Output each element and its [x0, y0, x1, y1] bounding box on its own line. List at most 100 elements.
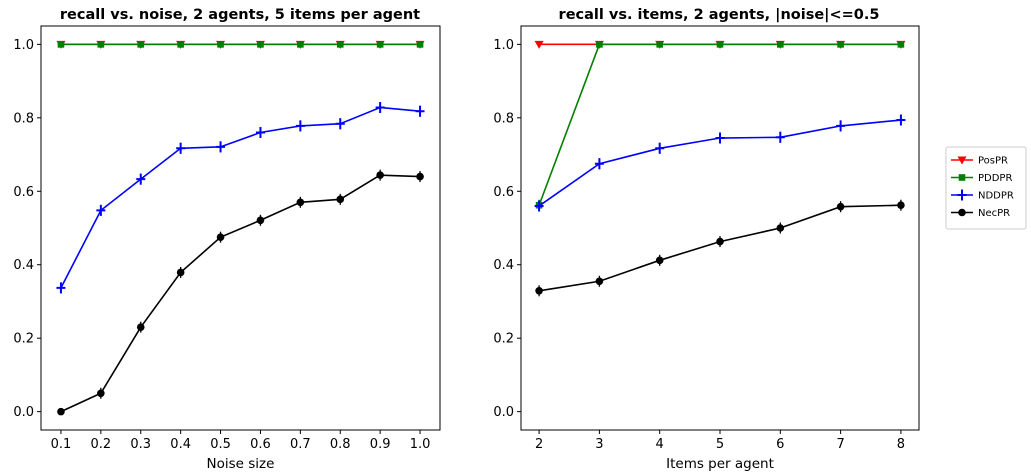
data-point-necpr — [97, 389, 105, 398]
x-tick-label: 0.2 — [91, 437, 112, 452]
data-point-nddpr — [96, 204, 106, 216]
x-tick-label: 7 — [836, 437, 844, 452]
y-tick-label: 0.2 — [13, 332, 34, 347]
data-point-pddpr — [97, 41, 105, 48]
data-point-necpr — [256, 216, 265, 225]
data-point-pddpr — [336, 41, 344, 48]
data-point-necpr — [296, 198, 305, 207]
legend-marker-pospr — [957, 156, 967, 165]
legend-item-nddpr: NDDPR — [951, 189, 1014, 202]
data-point-nddpr — [715, 132, 725, 144]
data-point-nddpr — [534, 200, 544, 212]
data-point-nddpr — [56, 282, 66, 294]
y-tick-label: 0.8 — [13, 111, 34, 126]
x-tick-label: 0.7 — [290, 437, 311, 452]
x-tick-label: 0.4 — [170, 437, 191, 452]
data-point-necpr — [416, 172, 424, 181]
chart-title: recall vs. noise, 2 agents, 5 items per … — [60, 7, 420, 23]
data-point-nddpr — [655, 142, 665, 154]
y-tick-label: 0.6 — [493, 185, 514, 200]
series-pddpr — [535, 41, 905, 211]
data-point-nddpr — [594, 158, 604, 170]
x-tick-label: 0.8 — [330, 437, 351, 452]
data-point-pddpr — [656, 41, 663, 48]
legend-item-pddpr: PDDPR — [951, 173, 1012, 184]
y-tick-label: 0.0 — [13, 405, 34, 420]
series-line-necpr — [538, 204, 901, 292]
data-point-pddpr — [217, 41, 224, 48]
x-axis-label: Noise size — [207, 456, 275, 472]
chart-panel-recall-vs-items: recall vs. items, 2 agents, |noise|<=0.5… — [493, 7, 920, 472]
legend-marker-necpr — [958, 208, 966, 217]
x-tick-label: 0.1 — [51, 437, 72, 452]
data-point-nddpr — [375, 102, 385, 114]
data-point-nddpr — [775, 131, 785, 143]
data-point-nddpr — [896, 114, 906, 126]
data-point-necpr — [216, 233, 225, 241]
y-tick-label: 0.8 — [493, 111, 514, 126]
plot-frame — [520, 25, 920, 431]
series-necpr — [57, 169, 424, 416]
data-point-nddpr — [176, 142, 186, 154]
x-tick-label: 8 — [897, 437, 905, 452]
data-point-necpr — [595, 277, 604, 286]
y-tick-label: 0.2 — [493, 332, 514, 347]
y-tick-label: 0.4 — [13, 258, 34, 273]
data-point-necpr — [897, 201, 905, 210]
data-point-necpr — [176, 268, 185, 277]
series-line-necpr — [60, 174, 421, 413]
legend-label: NecPR — [978, 208, 1010, 219]
data-point-necpr — [376, 171, 384, 179]
plot-frame — [40, 25, 441, 431]
series-pddpr — [57, 41, 424, 48]
x-tick-label: 2 — [535, 437, 543, 452]
data-point-necpr — [336, 195, 345, 204]
data-point-nddpr — [836, 120, 846, 132]
chart-title: recall vs. items, 2 agents, |noise|<=0.5 — [559, 7, 880, 23]
legend-box — [945, 146, 1027, 230]
legend-item-necpr: NecPR — [951, 208, 1010, 219]
data-point-necpr — [535, 287, 543, 295]
data-point-necpr — [655, 256, 664, 265]
x-tick-label: 0.3 — [130, 437, 151, 452]
data-point-pddpr — [416, 41, 424, 48]
x-tick-label: 4 — [656, 437, 664, 452]
data-point-nddpr — [335, 118, 345, 130]
series-necpr — [535, 199, 905, 297]
y-tick-label: 1.0 — [13, 38, 34, 53]
legend-item-pospr: PosPR — [951, 156, 1008, 167]
data-point-pddpr — [376, 41, 384, 48]
x-tick-label: 5 — [716, 437, 724, 452]
data-point-pddpr — [897, 41, 905, 48]
data-point-pddpr — [777, 41, 784, 48]
data-point-nddpr — [295, 120, 305, 132]
data-point-pddpr — [596, 41, 603, 48]
data-point-nddpr — [255, 127, 265, 139]
x-tick-label: 6 — [776, 437, 784, 452]
series-line-nddpr — [60, 106, 421, 289]
data-point-nddpr — [136, 173, 146, 185]
data-point-pospr — [534, 40, 544, 49]
data-point-necpr — [836, 202, 845, 211]
data-point-nddpr — [415, 105, 425, 117]
legend-label: NDDPR — [978, 191, 1014, 202]
x-tick-label: 0.6 — [250, 437, 271, 452]
x-tick-label: 3 — [595, 437, 603, 452]
legend: PosPR PDDPR NDDPR NecPR — [945, 146, 1027, 230]
data-point-pddpr — [297, 41, 304, 48]
data-point-necpr — [136, 323, 145, 331]
data-point-necpr — [57, 407, 65, 416]
data-point-pddpr — [837, 41, 844, 48]
y-tick-label: 0.0 — [493, 405, 514, 420]
data-point-pddpr — [57, 41, 65, 48]
data-point-necpr — [776, 224, 785, 232]
data-point-pddpr — [257, 41, 264, 48]
data-point-nddpr — [216, 141, 226, 153]
legend-label: PosPR — [978, 156, 1008, 167]
x-tick-label: 0.9 — [370, 437, 391, 452]
series-nddpr — [534, 114, 906, 212]
legend-marker-nddpr — [957, 189, 967, 201]
x-axis-label: Items per agent — [666, 456, 774, 472]
y-tick-label: 0.4 — [493, 258, 514, 273]
